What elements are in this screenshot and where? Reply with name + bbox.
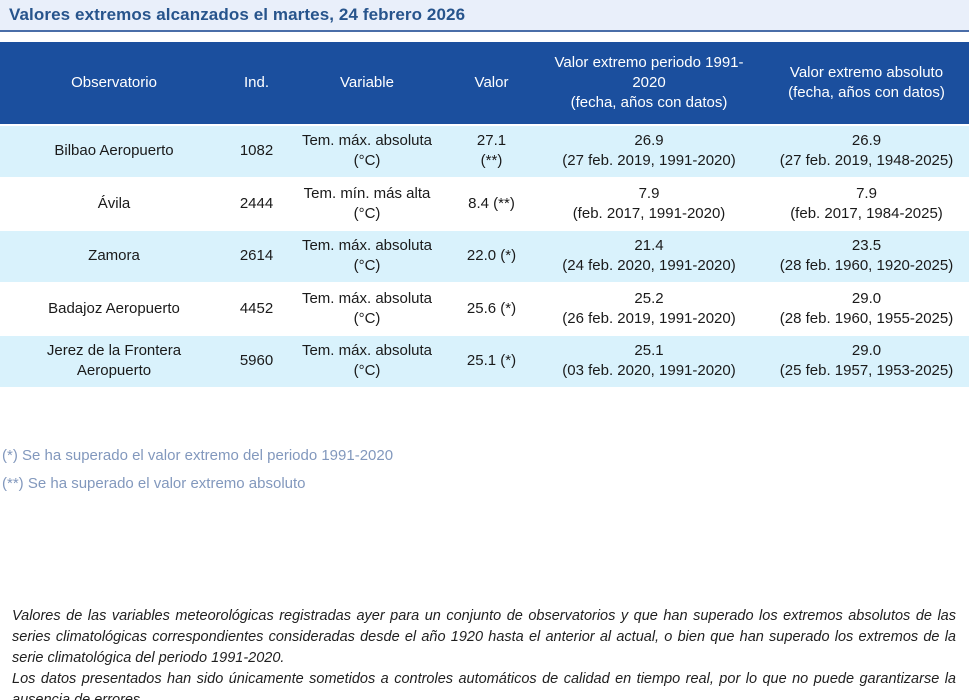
cell-extremo-absoluto: 7.9 (feb. 2017, 1984-2025) [764,177,969,231]
cell-indicativo: 4452 [228,282,285,336]
cell-observatorio: Badajoz Aeropuerto [0,282,228,336]
table-row-badajoz-aeropuerto: Badajoz Aeropuerto 4452 Tem. máx. absolu… [0,282,969,336]
page-title-bar: Valores extremos alcanzados el martes, 2… [0,0,969,32]
col-header-observatorio: Observatorio [0,42,228,126]
col-header-variable: Variable [285,42,449,126]
cell-variable: Tem. máx. absoluta (°C) [285,335,449,389]
cell-valor: 8.4 (**) [449,177,534,231]
cell-extremo-periodo: 25.2 (26 feb. 2019, 1991-2020) [534,282,764,336]
cell-extremo-periodo: 7.9 (feb. 2017, 1991-2020) [534,177,764,231]
cell-observatorio: Jerez de la Frontera Aeropuerto [0,335,228,389]
cell-observatorio: Zamora [0,230,228,284]
table-row-avila: Ávila 2444 Tem. mín. más alta (°C) 8.4 (… [0,177,969,231]
extreme-values-table: Observatorio Ind. Variable Valor Valor e… [0,42,969,389]
col-header-indicativo: Ind. [228,42,285,126]
cell-extremo-periodo: 25.1 (03 feb. 2020, 1991-2020) [534,335,764,389]
cell-variable: Tem. máx. absoluta (°C) [285,230,449,284]
cell-observatorio: Ávila [0,177,228,231]
table-row-zamora: Zamora 2614 Tem. máx. absoluta (°C) 22.0… [0,230,969,284]
cell-extremo-absoluto: 29.0 (28 feb. 1960, 1955-2025) [764,282,969,336]
disclaimer-paragraph-2: Los datos presentados han sido únicament… [12,671,956,700]
cell-valor: 25.6 (*) [449,282,534,336]
footnote-periodo: (*) Se ha superado el valor extremo del … [2,446,394,464]
cell-observatorio: Bilbao Aeropuerto [0,125,228,179]
col-header-extremo-periodo: Valor extremo periodo 1991- 2020 (fecha,… [534,42,764,126]
disclaimer-paragraph-1: Valores de las variables meteorológicas … [12,608,956,667]
cell-extremo-periodo: 26.9 (27 feb. 2019, 1991-2020) [534,125,764,179]
table-row-bilbao-aeropuerto: Bilbao Aeropuerto 1082 Tem. máx. absolut… [0,125,969,179]
cell-extremo-absoluto: 23.5 (28 feb. 1960, 1920-2025) [764,230,969,284]
disclaimer: Valores de las variables meteorológicas … [12,606,956,700]
footnotes: (*) Se ha superado el valor extremo del … [0,447,969,492]
footnote-absoluto: (**) Se ha superado el valor extremo abs… [2,474,306,492]
cell-valor: 22.0 (*) [449,230,534,284]
cell-valor: 27.1 (**) [449,125,534,179]
cell-variable: Tem. máx. absoluta (°C) [285,282,449,336]
cell-extremo-absoluto: 26.9 (27 feb. 2019, 1948-2025) [764,125,969,179]
cell-indicativo: 1082 [228,125,285,179]
col-header-extremo-absoluto: Valor extremo absoluto (fecha, años con … [764,42,969,126]
col-header-valor: Valor [449,42,534,126]
cell-variable: Tem. máx. absoluta (°C) [285,125,449,179]
cell-indicativo: 2614 [228,230,285,284]
cell-indicativo: 5960 [228,335,285,389]
table-row-jerez-de-la-frontera: Jerez de la Frontera Aeropuerto 5960 Tem… [0,335,969,389]
page-title: Valores extremos alcanzados el martes, 2… [9,5,466,24]
cell-variable: Tem. mín. más alta (°C) [285,177,449,231]
cell-indicativo: 2444 [228,177,285,231]
cell-extremo-periodo: 21.4 (24 feb. 2020, 1991-2020) [534,230,764,284]
table-header-row: Observatorio Ind. Variable Valor Valor e… [0,42,969,126]
cell-extremo-absoluto: 29.0 (25 feb. 1957, 1953-2025) [764,335,969,389]
cell-valor: 25.1 (*) [449,335,534,389]
